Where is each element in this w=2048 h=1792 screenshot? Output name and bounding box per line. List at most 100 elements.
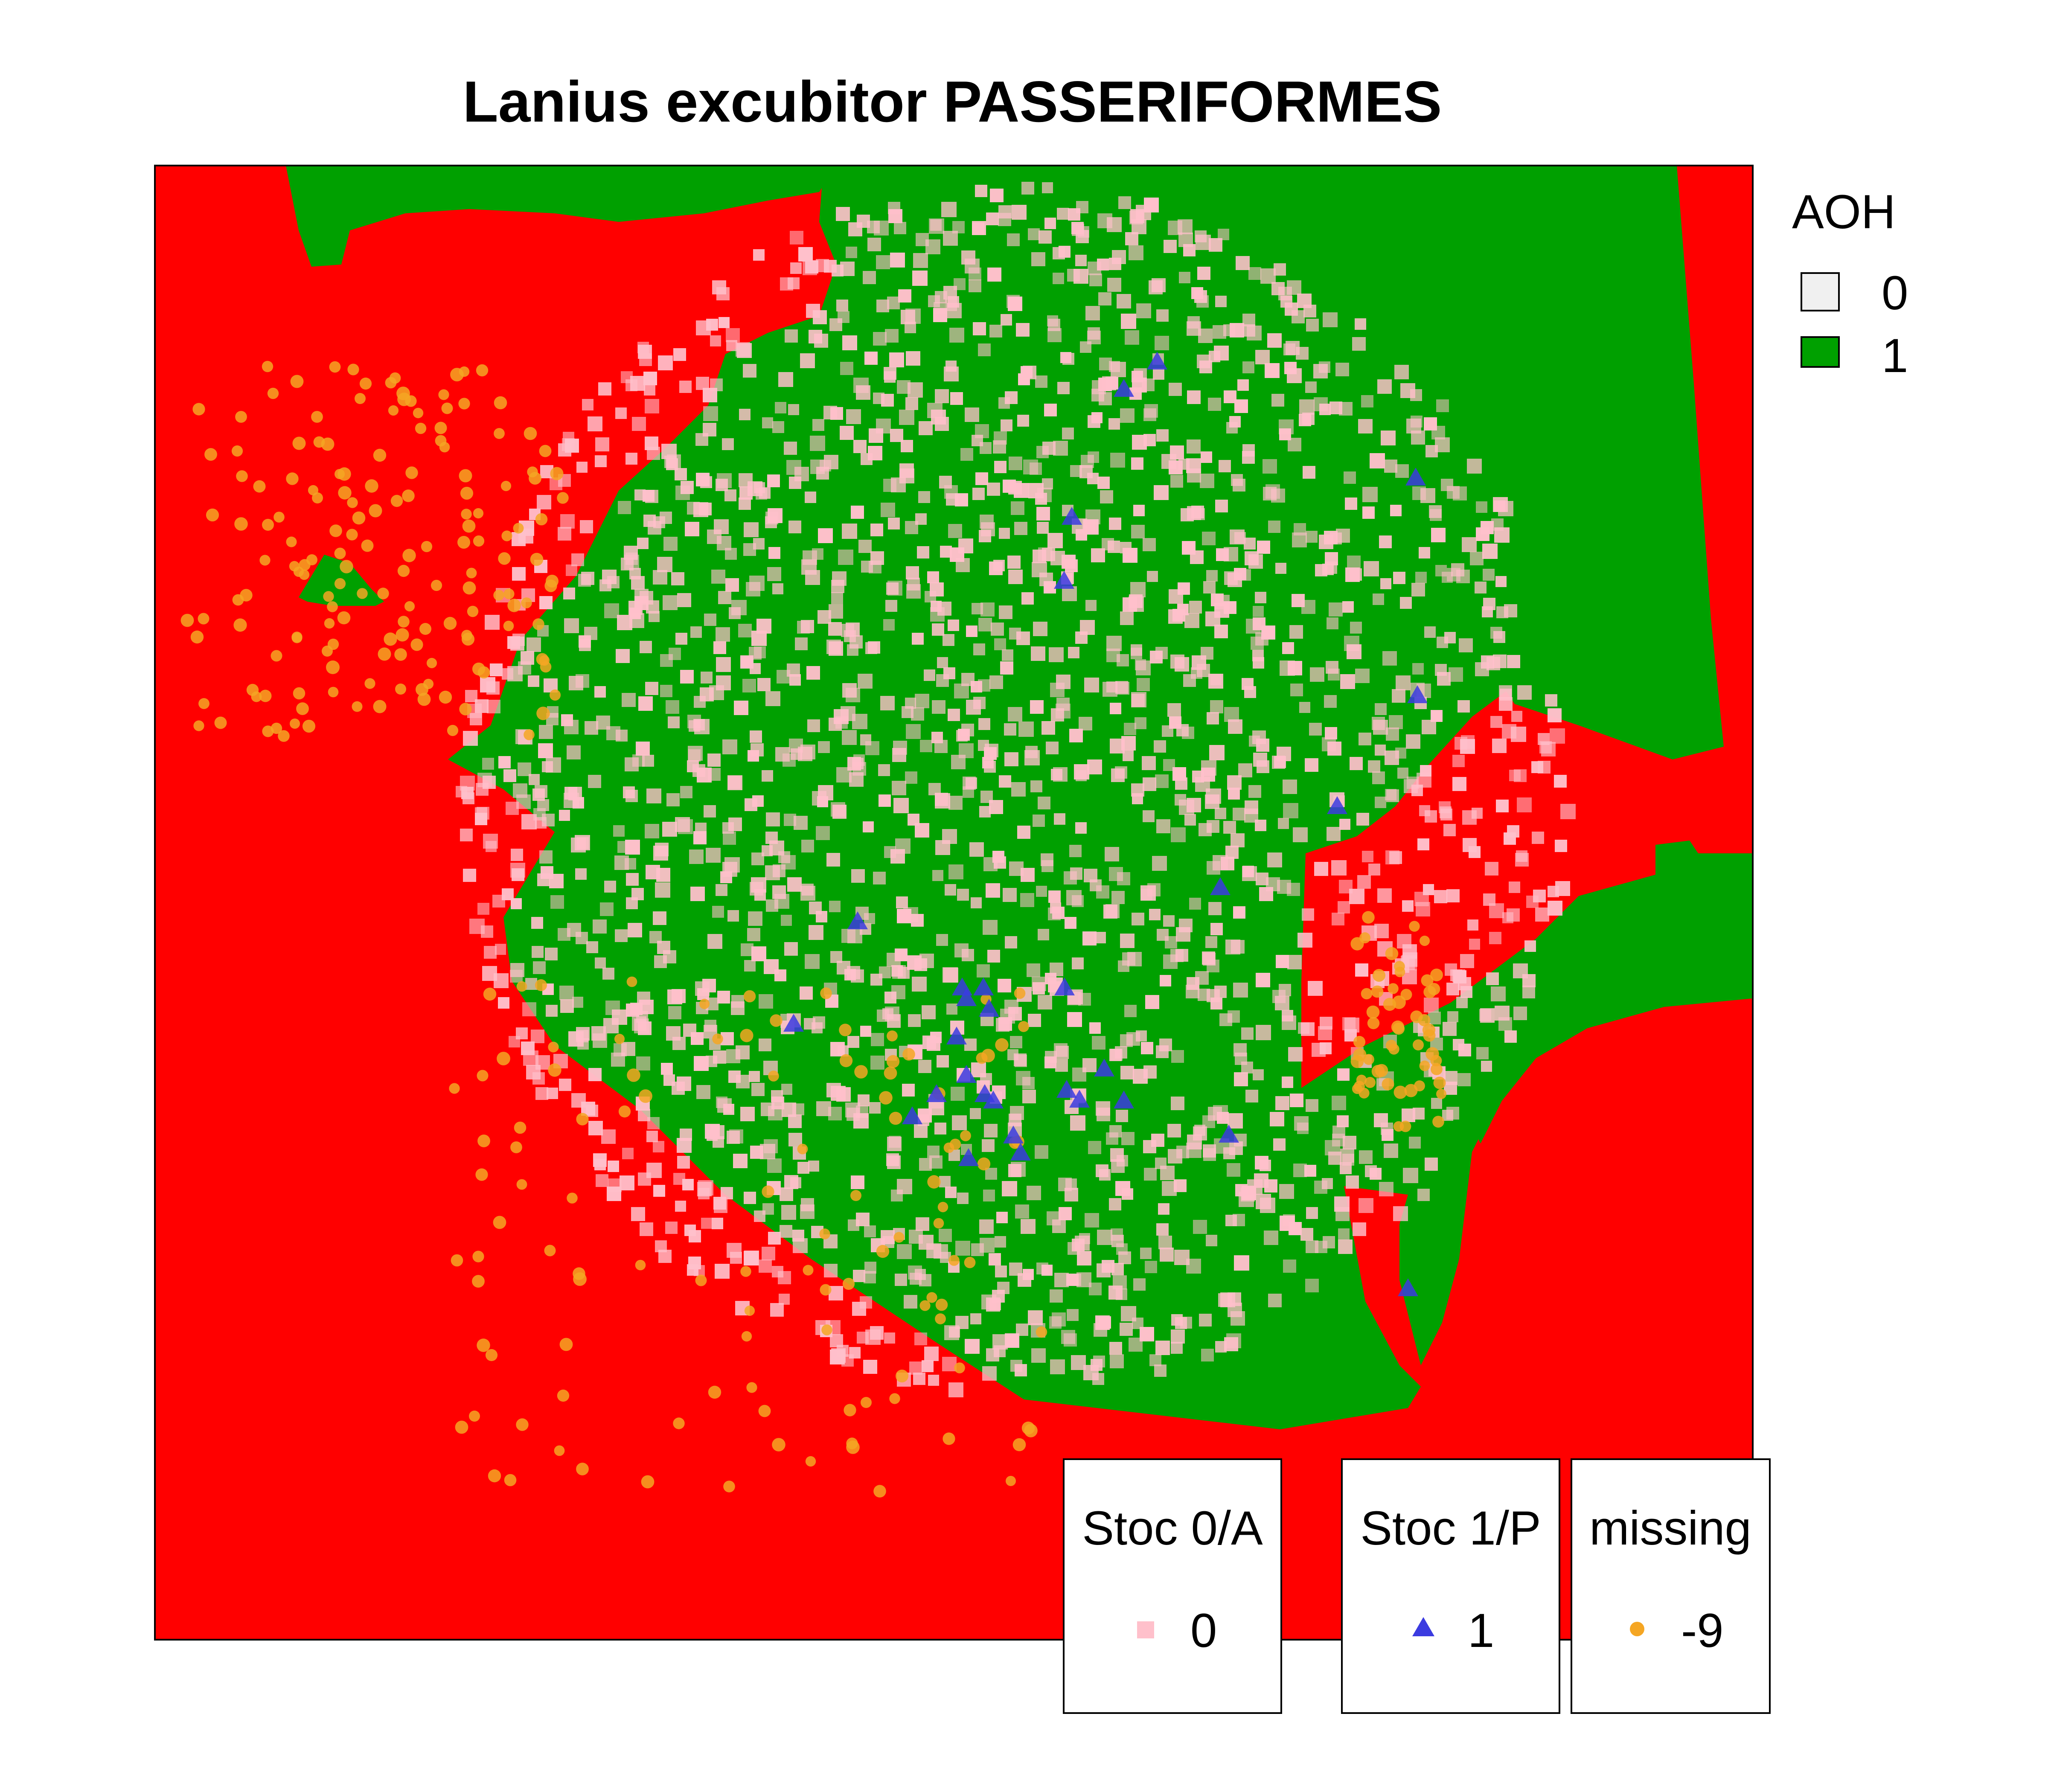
stoc-0-point xyxy=(658,355,673,370)
missing-point xyxy=(876,1245,890,1258)
stoc-0-point xyxy=(864,1262,876,1274)
stoc-0-point xyxy=(1008,707,1022,721)
stoc-0-point xyxy=(1195,971,1209,985)
stoc-0-point xyxy=(1325,727,1337,739)
stoc-0-point xyxy=(646,1131,658,1142)
stoc-0-point xyxy=(837,961,850,975)
stoc-0-point xyxy=(840,426,854,440)
stoc-0-point xyxy=(1111,1263,1124,1275)
stoc-0-point xyxy=(1492,739,1507,753)
stoc-0-point xyxy=(1085,600,1097,611)
missing-point xyxy=(557,492,569,504)
stoc-0-point xyxy=(946,493,958,506)
stoc-0-point xyxy=(766,812,780,826)
stoc-0-point xyxy=(778,372,793,387)
stoc-0-point xyxy=(1470,552,1484,565)
stoc-0-point xyxy=(1412,663,1424,675)
stoc-1-legend-label: 1 xyxy=(1468,1604,1494,1657)
missing-point xyxy=(850,1190,861,1201)
missing-point xyxy=(510,1141,522,1153)
stoc-0-point xyxy=(1057,382,1070,394)
stoc-0-point xyxy=(915,694,929,708)
missing-point xyxy=(927,1175,941,1189)
stoc-0-point xyxy=(1068,208,1080,221)
stoc-0-point xyxy=(724,489,736,501)
stoc-0-point xyxy=(593,919,607,934)
missing-point xyxy=(740,1029,753,1042)
stoc-0-point xyxy=(1215,808,1226,819)
stoc-0-point xyxy=(1535,908,1549,922)
stoc-0-point xyxy=(889,352,904,367)
stoc-0-point xyxy=(1460,986,1472,998)
stoc-0-point xyxy=(1447,1011,1458,1022)
stoc-0-point xyxy=(638,345,652,359)
stoc-0-point xyxy=(528,675,539,687)
stoc-0-point xyxy=(1431,1098,1442,1109)
missing-point xyxy=(544,579,557,592)
stoc-0-point xyxy=(1028,1014,1041,1027)
missing-point xyxy=(1382,1078,1394,1091)
stoc-0-point xyxy=(829,604,843,619)
stoc-0-point xyxy=(867,221,880,233)
stoc-0-point xyxy=(1041,721,1055,735)
missing-point xyxy=(461,632,475,646)
stoc-0-point xyxy=(1208,674,1223,689)
stoc-0-point xyxy=(577,837,589,849)
stoc-0-point xyxy=(842,335,857,350)
stoc-0-point xyxy=(1156,309,1169,322)
stoc-0-point xyxy=(576,932,588,944)
stoc-0-point xyxy=(703,406,718,421)
stoc-0-point xyxy=(816,911,827,922)
stoc-0-point xyxy=(1061,1330,1075,1344)
stoc-0-point xyxy=(762,845,773,856)
stoc-0-point xyxy=(1227,1163,1240,1177)
stoc-0-point xyxy=(645,682,658,695)
stoc-0-point xyxy=(1154,1364,1167,1377)
missing-point xyxy=(192,403,205,416)
stoc-0-point xyxy=(1416,902,1430,916)
stoc-0-point xyxy=(1132,913,1144,925)
stoc-0-point xyxy=(510,863,525,878)
missing-point xyxy=(524,729,535,740)
stoc-0-point xyxy=(842,730,857,745)
stoc-0-point xyxy=(1394,365,1409,379)
missing-point xyxy=(472,1275,485,1288)
stoc-0-point xyxy=(1256,1025,1271,1040)
stoc-0-point xyxy=(1327,617,1338,629)
missing-point xyxy=(842,1277,855,1290)
stoc-0-point xyxy=(1217,1112,1229,1124)
stoc-0-point xyxy=(853,440,867,453)
aoh-legend: AOH 0 1 xyxy=(1792,185,1908,382)
missing-point xyxy=(431,579,442,591)
stoc-0-point xyxy=(1509,770,1521,781)
missing-point xyxy=(758,1405,771,1417)
stoc-0-point xyxy=(1406,419,1421,433)
stoc-0-point xyxy=(1041,853,1053,866)
stoc-0-point xyxy=(561,714,573,726)
stoc-0-point xyxy=(680,1129,692,1141)
stoc-0-point xyxy=(816,1101,831,1116)
stoc-0-point xyxy=(595,437,609,451)
missing-point xyxy=(746,1382,757,1393)
stoc-0-point xyxy=(744,1192,756,1204)
stoc-0-point xyxy=(1392,689,1405,703)
stoc-0-point xyxy=(672,1037,686,1050)
stoc-0-point xyxy=(646,865,660,879)
stoc-0-point xyxy=(1069,729,1083,742)
stoc-0-point xyxy=(1234,1255,1249,1271)
stoc-0-point xyxy=(547,1088,558,1099)
missing-point xyxy=(384,632,397,646)
stoc-0-point xyxy=(684,1225,696,1236)
missing-point xyxy=(262,519,274,531)
stoc-0-point xyxy=(667,989,682,1004)
stoc-0-point xyxy=(1080,620,1095,635)
stoc-0-point xyxy=(1332,1096,1346,1110)
missing-point xyxy=(884,1066,897,1080)
stoc-0-point xyxy=(1045,1051,1057,1063)
stoc-0-point xyxy=(460,829,473,841)
stoc-0-point xyxy=(1381,431,1396,445)
missing-point xyxy=(854,1065,868,1079)
stoc-0-point xyxy=(1455,737,1467,750)
missing-point xyxy=(635,1260,646,1271)
stoc-0-point xyxy=(899,468,914,483)
